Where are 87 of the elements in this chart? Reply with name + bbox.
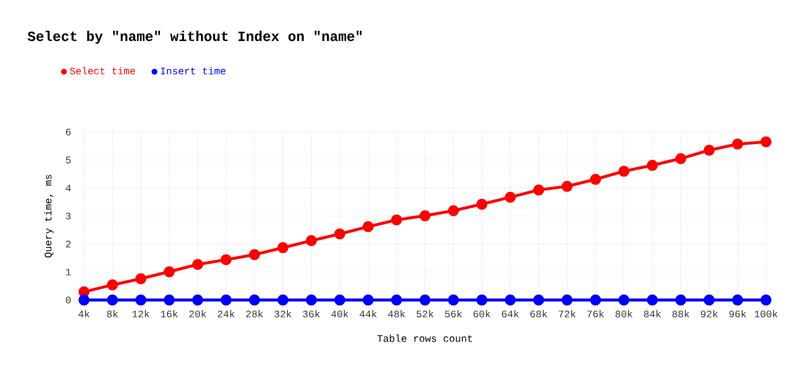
point [420, 210, 430, 222]
point [476, 198, 488, 210]
x-tick-label: 28k [246, 310, 263, 318]
point [646, 294, 658, 306]
x-tick-label: 36k [302, 310, 320, 318]
point [106, 279, 118, 290]
point [164, 266, 175, 278]
point [562, 180, 573, 192]
point [220, 294, 232, 306]
x-tick-label: 40k [331, 310, 348, 318]
point [448, 205, 459, 216]
x-tick-label: 52k [416, 310, 434, 318]
point [533, 184, 544, 196]
y-axis-title: Query time, ms [44, 174, 54, 258]
y-tick-label: 0 [66, 296, 71, 304]
point [192, 258, 204, 270]
x-tick-label: 24k [218, 310, 235, 318]
point [135, 273, 146, 284]
point [362, 294, 374, 306]
point [732, 294, 744, 306]
x-tick-label: 92k [700, 310, 718, 318]
legend-label: Insert time [161, 67, 226, 74]
point [306, 235, 317, 246]
x-tick-label: 64k [502, 310, 519, 318]
point [306, 294, 317, 306]
y-tick-label: 6 [66, 128, 71, 136]
x-tick-label: 16k [160, 310, 178, 318]
x-tick-label: 8k [107, 310, 118, 318]
x-tick-label: 60k [474, 310, 490, 318]
point [504, 192, 516, 203]
point [334, 228, 346, 240]
point [618, 294, 630, 306]
x-tick-label: 68k [530, 310, 548, 318]
point [192, 294, 204, 306]
point [249, 294, 260, 306]
point [618, 166, 630, 177]
x-tick-label: 44k [360, 310, 377, 318]
point [391, 214, 402, 226]
point [646, 160, 658, 171]
point [760, 294, 772, 306]
point [78, 294, 90, 306]
y-tick-label: 1 [66, 268, 71, 276]
point [675, 294, 686, 306]
x-tick-label: 4k [78, 310, 90, 318]
point [504, 294, 516, 306]
point [476, 294, 488, 306]
point [220, 254, 232, 266]
x-tick-label: 32k [274, 310, 292, 318]
x-tick-label: 12k [132, 310, 150, 318]
y-tick-label: 4 [66, 184, 71, 192]
point [675, 153, 686, 164]
point [164, 294, 175, 306]
point [760, 136, 772, 148]
x-tick-label: 100k [754, 310, 778, 318]
legend-label: Select time [70, 67, 135, 74]
y-tick-label: 2 [66, 240, 71, 248]
point [277, 242, 288, 254]
x-tick-label: 56k [445, 310, 462, 318]
point [78, 286, 90, 298]
point [249, 249, 260, 260]
point [732, 138, 744, 150]
chart-title: Select by "name" without Index on "name" [28, 30, 362, 44]
x-tick-label: 48k [388, 310, 406, 318]
x-tick-label: 84k [644, 310, 661, 318]
x-tick-label: 80k [616, 310, 632, 318]
point [704, 294, 715, 306]
point [334, 294, 346, 306]
y-tick-label: 5 [66, 156, 71, 164]
point [590, 174, 601, 185]
point [533, 294, 544, 306]
point [362, 221, 374, 232]
point [277, 294, 288, 306]
x-tick-label: 96k [729, 310, 746, 318]
x-tick-label: 72k [558, 310, 576, 318]
y-tick-label: 3 [66, 212, 71, 220]
x-tick-label: 76k [587, 310, 604, 318]
point [562, 294, 573, 306]
x-tick-label: 88k [672, 310, 690, 318]
point [106, 294, 118, 306]
point [135, 294, 146, 306]
point [391, 294, 402, 306]
x-axis-title: Table rows count [377, 334, 472, 342]
point [704, 144, 715, 156]
x-tick-label: 20k [189, 310, 206, 318]
point [420, 294, 430, 306]
point [448, 294, 459, 306]
point [590, 294, 601, 306]
